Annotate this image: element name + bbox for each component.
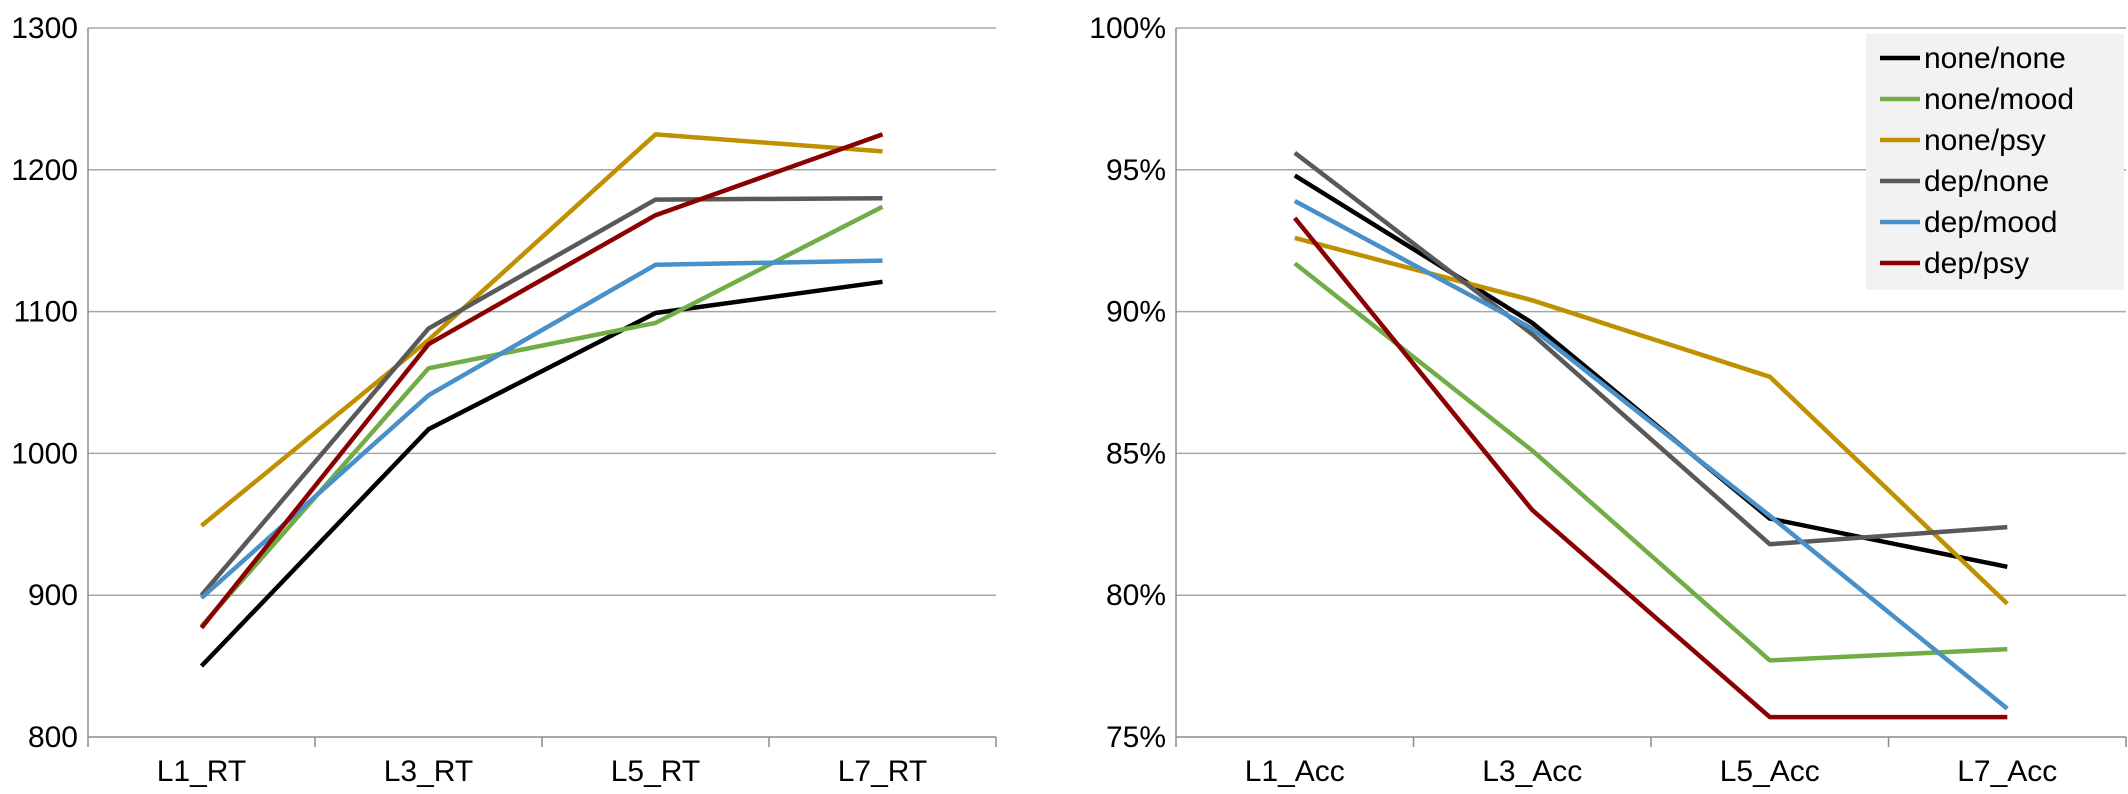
acc-y-tick-label: 85% — [1106, 437, 1166, 470]
rt-x-tick-label: L5_RT — [611, 755, 701, 788]
rt-y-tick-label: 1200 — [11, 154, 78, 187]
acc-x-tick-label: L5_Acc — [1720, 755, 1820, 788]
rt-series-line-dep-mood — [200, 258, 883, 600]
acc-legend-label: dep/none — [1924, 165, 2049, 198]
rt-series-line-none-mood — [199, 204, 884, 628]
acc-series-line-dep-psy — [1293, 216, 2008, 720]
acc-legend-label: dep/mood — [1924, 206, 2057, 239]
acc-legend-label: none/mood — [1924, 83, 2074, 116]
acc-series-line-none-psy — [1294, 235, 2009, 606]
acc-legend-label: dep/psy — [1924, 247, 2029, 280]
rt-chart: 800 900 1000 1100 1200 1300 L1_RT L3_RT L5_RT L7_… — [11, 12, 997, 788]
rt-series-line-none-none — [199, 279, 883, 668]
rt-y-tick-label: 1300 — [11, 12, 78, 45]
acc-series-line-dep-mood — [1293, 199, 2009, 711]
acc-y-tick-label: 90% — [1106, 296, 1166, 329]
rt-y-tick-label: 1000 — [11, 437, 78, 470]
acc-legend-label: none/none — [1924, 42, 2066, 75]
rt-x-tick-label: L3_RT — [384, 755, 474, 788]
rt-y-tick-label: 800 — [28, 721, 78, 754]
acc-y-tick-label: 75% — [1106, 721, 1166, 754]
acc-x-tick-label: L1_Acc — [1245, 755, 1345, 788]
rt-series-line-none-psy — [200, 132, 883, 528]
acc-legend — [1866, 34, 2124, 290]
acc-y-tick-label: 100% — [1089, 12, 1166, 45]
acc-legend-label: none/psy — [1924, 124, 2046, 157]
acc-x-tick-label: L3_Acc — [1482, 755, 1582, 788]
rt-series-line-dep-psy — [199, 132, 884, 630]
acc-series-line-dep-none — [1293, 151, 2008, 547]
rt-series-line-dep-none — [199, 195, 883, 597]
rt-x-tick-label: L1_RT — [157, 755, 247, 788]
accuracy-chart: 75% 80% 85% 90% 95% 100% L1_Acc L3_Acc L5_Acc L7_… — [1089, 12, 2127, 788]
rt-y-tick-label: 1100 — [13, 296, 78, 329]
rt-x-tick-label: L7_RT — [838, 755, 928, 788]
acc-series-line-none-mood — [1293, 261, 2008, 663]
acc-x-tick-label: L7_Acc — [1957, 755, 2057, 788]
acc-y-tick-label: 80% — [1106, 579, 1166, 612]
acc-y-tick-label: 95% — [1106, 154, 1166, 187]
rt-y-tick-label: 900 — [28, 579, 78, 612]
